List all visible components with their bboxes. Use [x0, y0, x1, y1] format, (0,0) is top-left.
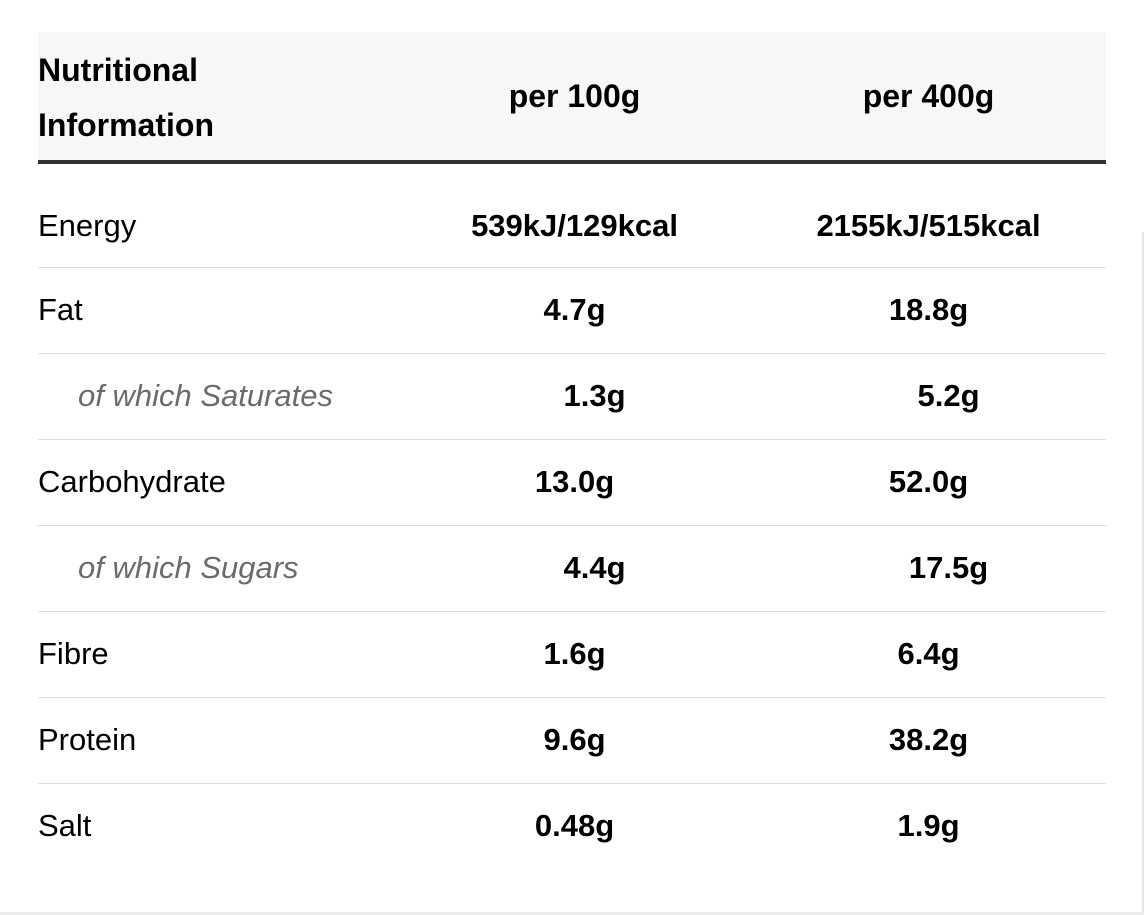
value-per-400g: 1.9g [897, 808, 960, 844]
nutrient-label: Protein [38, 697, 398, 784]
header-row: Nutritional Information per 100g per 400… [38, 32, 1106, 164]
sub-nutrient-label: of which Saturates [38, 353, 398, 440]
value-per-100g: 4.4g [398, 525, 751, 612]
value-per-100g: 4.7g [398, 267, 751, 354]
value-per-400g: 18.8g [751, 267, 1106, 354]
nutrition-table: Nutritional Information per 100g per 400… [38, 32, 1106, 869]
value-per-100g: 0.48g [534, 808, 615, 844]
table-row: Fibre 1.6g 6.4g [38, 611, 1106, 698]
value-per-100g: 1.6g [398, 611, 751, 698]
value-per-400g: 5.2g [751, 353, 1106, 440]
table-header: Nutritional Information per 100g per 400… [38, 32, 1106, 164]
header-per-100g: per 100g [398, 32, 751, 164]
nutrient-label: Fibre [38, 611, 398, 698]
value-per-100g: 1.3g [398, 353, 751, 440]
table-row-sub: of which Saturates 1.3g 5.2g [38, 353, 1106, 440]
table-row: Energy 539kJ/129kcal 2155kJ/515kcal [38, 162, 1106, 268]
value-per-100g: 9.6g [398, 697, 751, 784]
value-per-400g: 52.0g [751, 439, 1106, 526]
header-label-line2: Information [38, 107, 214, 143]
value-per-400g: 6.4g [751, 611, 1106, 698]
header-label-line1: Nutritional [38, 52, 198, 88]
nutrient-label: Fat [38, 267, 398, 354]
value-per-100g: 539kJ/129kcal [398, 162, 751, 268]
table-row: Salt 0.48g 1.9g [38, 783, 1106, 869]
value-per-400g: 17.5g [751, 525, 1106, 612]
table-row: Carbohydrate 13.0g 52.0g [38, 439, 1106, 526]
value-per-400g: 2155kJ/515kcal [751, 162, 1106, 268]
nutrient-label: Energy [38, 162, 398, 268]
table-row-sub: of which Sugars 4.4g 17.5g [38, 525, 1106, 612]
nutrient-label: Carbohydrate [38, 439, 398, 526]
value-per-400g: 38.2g [751, 697, 1106, 784]
table-body: Energy 539kJ/129kcal 2155kJ/515kcal Fat … [38, 162, 1106, 869]
sub-nutrient-label: of which Sugars [38, 525, 398, 612]
value-per-100g: 13.0g [398, 439, 751, 526]
right-edge-divider [1142, 232, 1144, 912]
bottom-edge-divider [0, 912, 1144, 915]
header-label: Nutritional Information [38, 32, 398, 164]
table-row: Protein 9.6g 38.2g [38, 697, 1106, 784]
nutrient-label: Salt [38, 808, 92, 844]
table-row: Fat 4.7g 18.8g [38, 267, 1106, 354]
header-per-400g: per 400g [751, 32, 1106, 164]
